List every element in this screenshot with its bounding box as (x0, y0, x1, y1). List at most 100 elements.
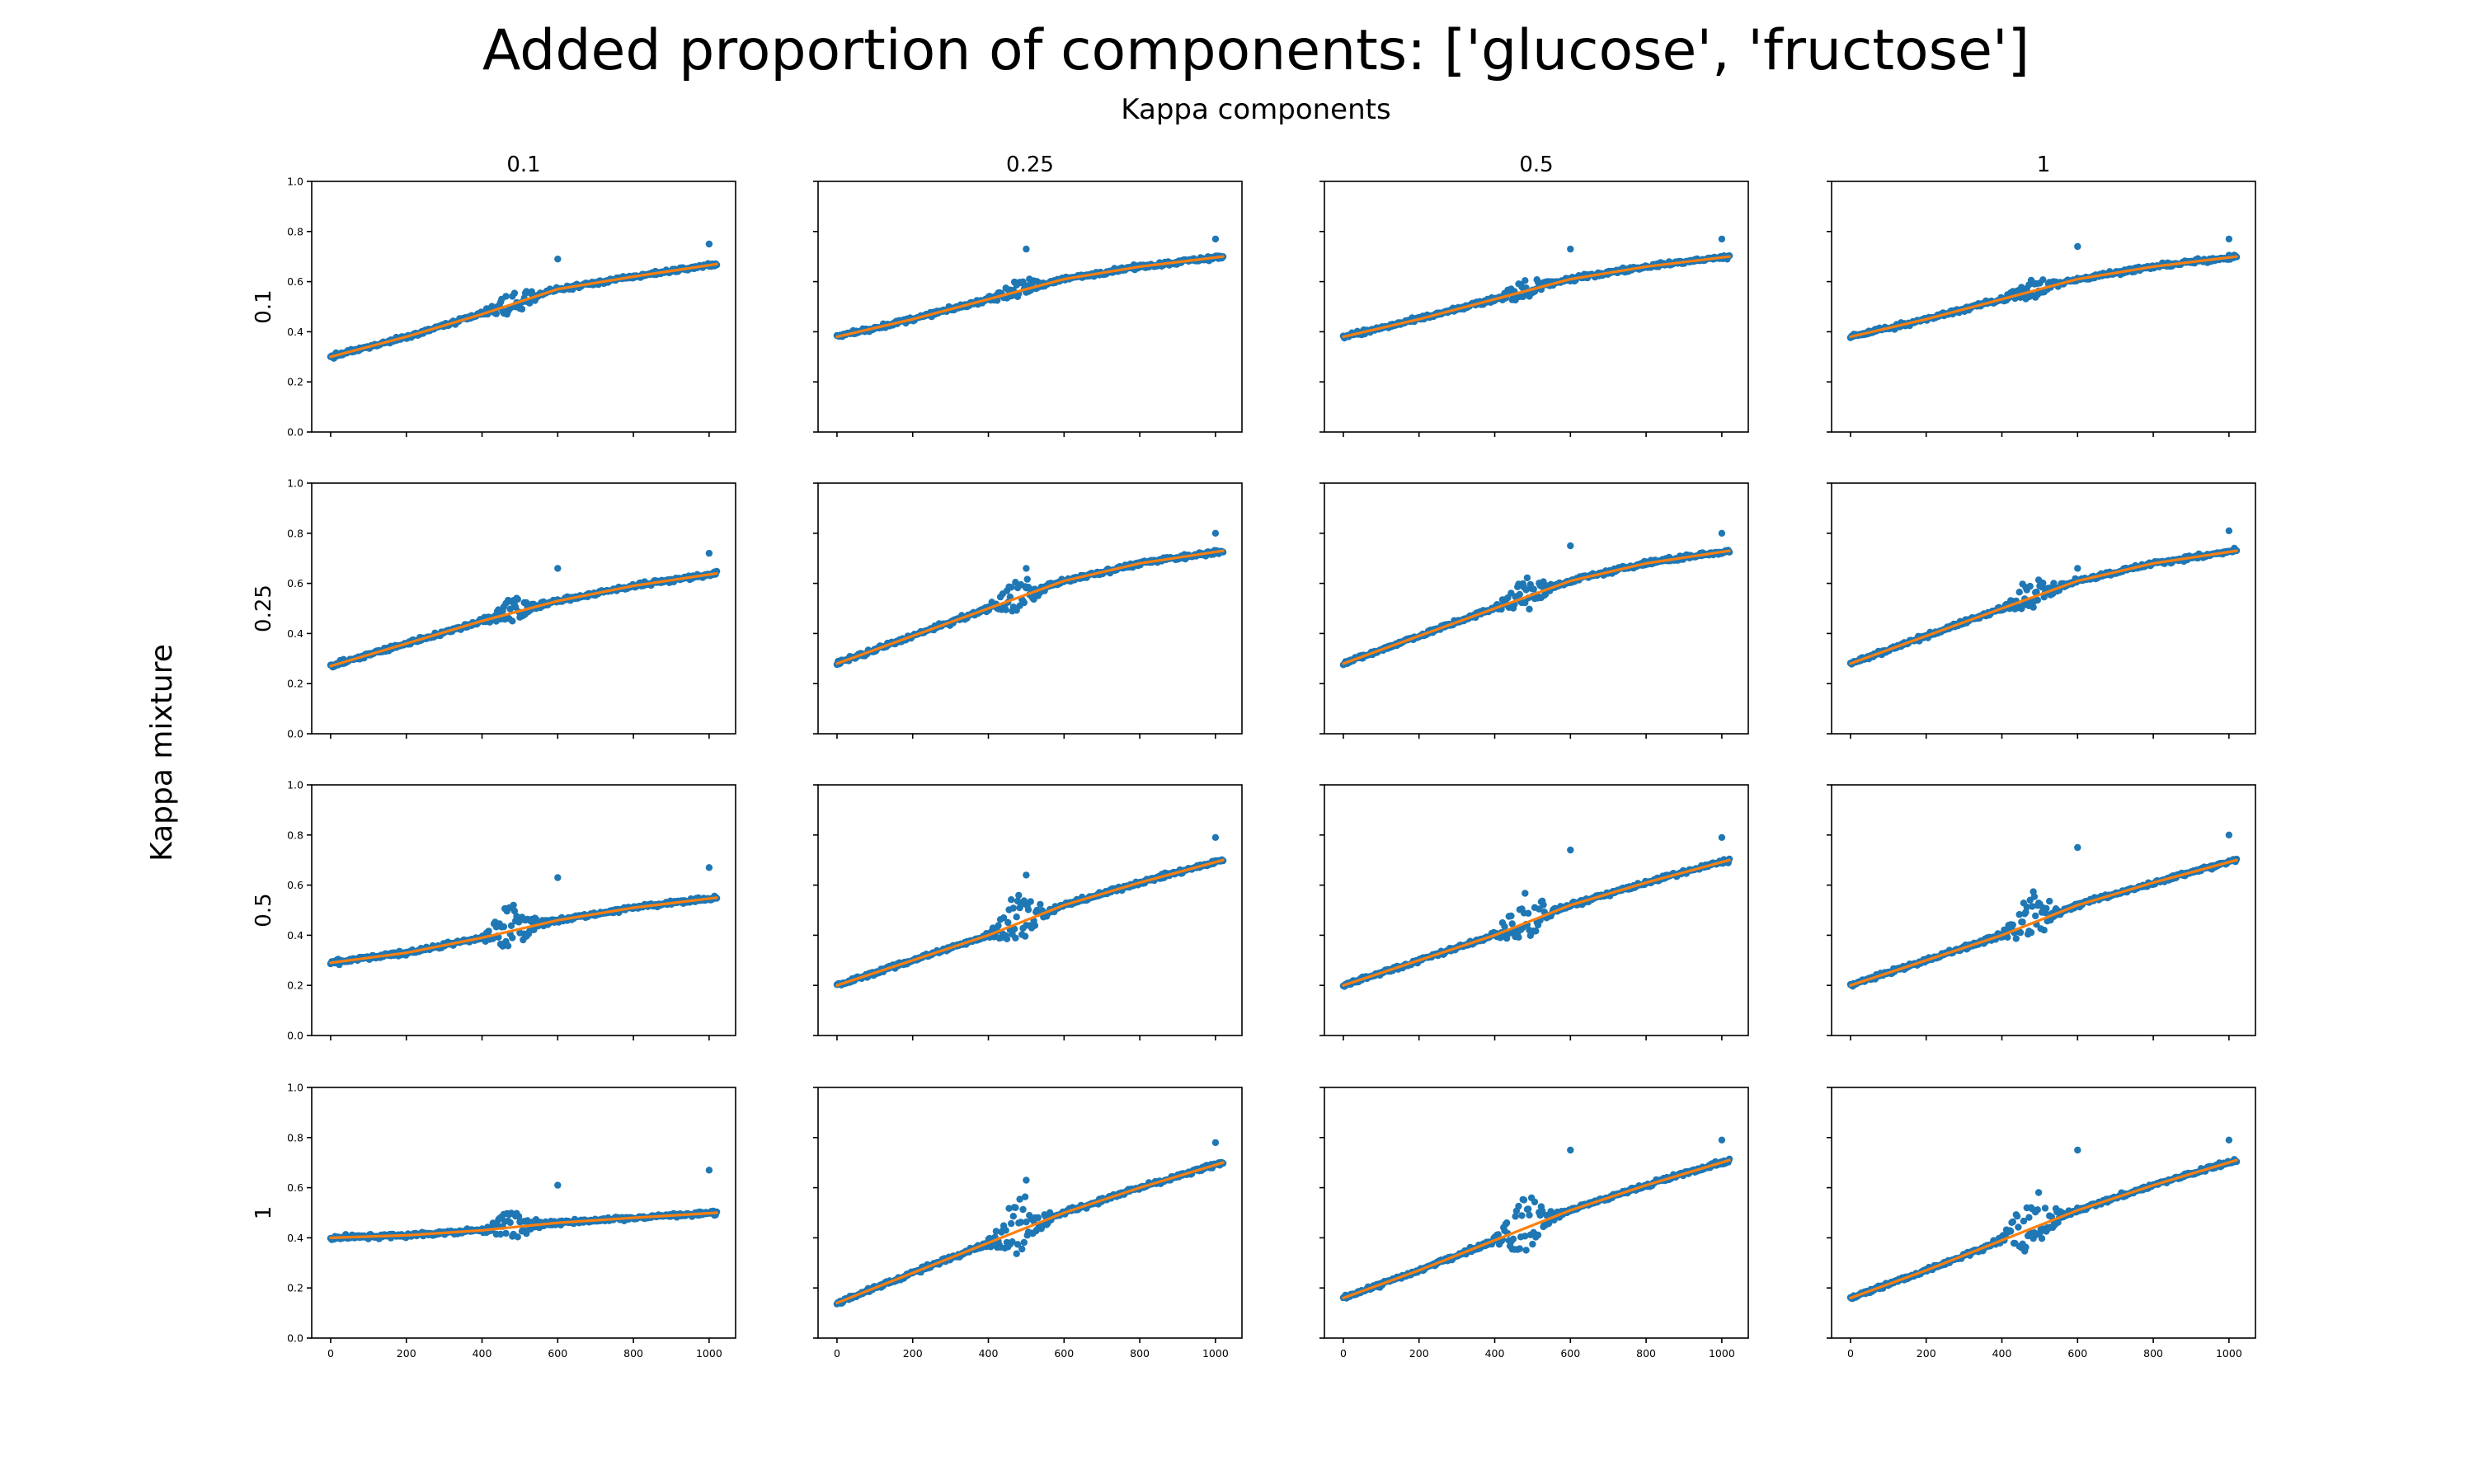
y-tick-label: 0.6 (287, 1181, 303, 1194)
x-tick-label: 400 (473, 1347, 492, 1360)
data-point (500, 923, 508, 931)
y-tick-label: 0.4 (287, 929, 303, 942)
data-point (1567, 542, 1574, 550)
y-tick-label: 1.0 (287, 176, 303, 188)
x-tick-label: 800 (623, 1347, 643, 1360)
data-point (2043, 904, 2050, 913)
data-point (2040, 927, 2048, 934)
data-point (510, 289, 519, 297)
data-point (554, 565, 562, 572)
data-point (2039, 580, 2047, 587)
data-point (1515, 933, 1522, 942)
data-point (1526, 605, 1533, 613)
data-point (1037, 900, 1044, 909)
plot-frame (1324, 181, 1749, 433)
scatter-series (1846, 527, 2241, 668)
data-point (705, 1167, 713, 1174)
scatter-series (327, 1167, 721, 1243)
data-point (2026, 582, 2034, 590)
scatter-series (327, 864, 721, 969)
data-point (1023, 565, 1030, 572)
y-tick-label: 0.4 (287, 1232, 303, 1244)
data-point (1567, 245, 1574, 253)
data-point (1718, 834, 1726, 841)
data-point (1024, 906, 1032, 913)
data-point (1211, 529, 1220, 537)
data-point (1530, 585, 1537, 593)
data-point (2074, 565, 2081, 572)
y-tick-label: 0.8 (287, 225, 303, 237)
plot-frame (311, 181, 736, 433)
panel-grid: 0.1 0.25 0.5 10.10.250.510.00.20.40.60.81.0… (252, 153, 2256, 1360)
fit-line (1342, 549, 1731, 665)
data-point (1031, 922, 1039, 929)
data-point (1523, 574, 1531, 582)
data-point (1532, 928, 1540, 935)
plot-frame (817, 181, 1243, 433)
fit-line (1342, 255, 1731, 339)
data-point (2032, 912, 2039, 920)
x-tick-label: 1000 (696, 1347, 722, 1360)
subplot-r1-c2 (813, 181, 1243, 437)
data-point (2020, 602, 2028, 609)
column-title: 1 (2037, 153, 2051, 177)
column-title: 0.25 (1006, 153, 1054, 177)
data-point (2027, 928, 2035, 937)
data-point (2019, 918, 2026, 926)
subplot-r2-c4 (1827, 482, 2256, 739)
subplot-r2-c2 (813, 482, 1243, 739)
data-point (502, 293, 510, 300)
data-point (705, 864, 713, 871)
data-point (1008, 896, 1015, 904)
subplot-r3-c3 (1319, 784, 1749, 1040)
data-point (1211, 834, 1220, 841)
data-point (2034, 596, 2041, 604)
scatter-series (833, 529, 1227, 669)
row-title: 0.25 (252, 585, 276, 632)
scatter-series (1339, 529, 1733, 669)
data-point (1009, 904, 1018, 912)
data-point (1522, 586, 1530, 594)
data-point (2033, 588, 2040, 596)
data-point (1023, 245, 1030, 253)
plot-frame (311, 482, 736, 735)
subplot-r2-c3 (1319, 482, 1749, 739)
data-point (2225, 527, 2233, 534)
y-tick-label: 0.6 (287, 275, 303, 288)
data-point (518, 305, 526, 313)
y-tick-label: 1.0 (287, 1082, 303, 1094)
subplot-r3-c1: 0.00.20.40.60.81.0 (287, 779, 736, 1042)
data-point (1013, 913, 1020, 921)
data-point (1540, 901, 1547, 909)
y-tick-label: 0.2 (287, 979, 303, 992)
data-point (2012, 935, 2020, 942)
figure-title: Added proportion of components: ['glucos… (482, 18, 2030, 83)
data-point (994, 297, 1001, 304)
data-point (1027, 898, 1034, 905)
row-title: 0.5 (252, 893, 276, 927)
plot-frame (311, 784, 736, 1036)
data-point (1211, 235, 1220, 243)
subplot-r1-c1: 0.00.20.40.60.81.0 (287, 176, 736, 439)
data-point (509, 618, 516, 625)
data-point (1507, 912, 1515, 920)
plot-frame (1831, 482, 2256, 735)
data-point (705, 240, 713, 248)
y-tick-label: 0.8 (287, 527, 303, 539)
data-point (514, 595, 521, 603)
data-point (2030, 603, 2037, 611)
fit-line (329, 262, 718, 359)
y-tick-label: 0.0 (287, 426, 303, 439)
fit-line (329, 571, 718, 668)
data-point (1023, 871, 1030, 879)
data-point (2225, 235, 2233, 243)
y-tick-label: 0.2 (287, 376, 303, 388)
subplot-r1-c3 (1319, 181, 1749, 437)
x-tick-label: 1000 (1202, 1347, 1229, 1360)
data-point (2039, 276, 2047, 284)
plot-frame (817, 482, 1243, 735)
data-point (1003, 935, 1011, 943)
data-point (554, 874, 562, 881)
